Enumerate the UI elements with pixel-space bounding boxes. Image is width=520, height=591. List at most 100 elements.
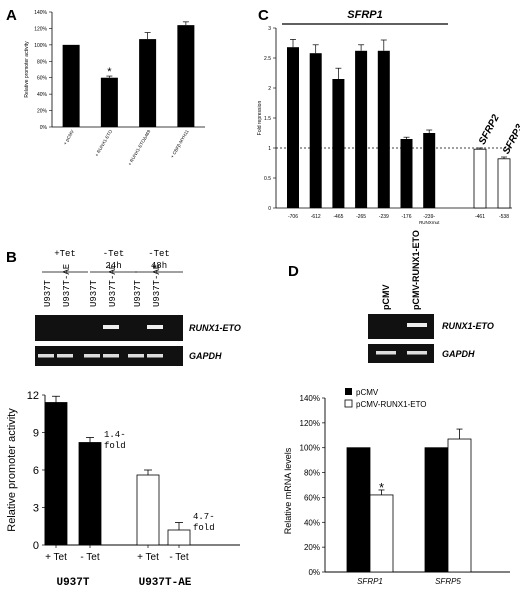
band: [147, 354, 163, 358]
group-label: U937T-AE: [139, 577, 192, 589]
bar-open: [473, 148, 487, 209]
y-tick-label: 20%: [37, 109, 48, 115]
bar: [309, 53, 322, 209]
bar: [139, 39, 157, 127]
bar: [400, 139, 413, 208]
panel-c-chart: 0 0.5 1 1.5 2 2.5 3 Fold repression SFRP1 -706 -61…: [257, 9, 520, 225]
lane-label: U937T: [133, 279, 143, 307]
fold-label: 4.7-: [193, 512, 215, 522]
band: [57, 354, 73, 358]
y-tick-label: 0%: [40, 125, 48, 131]
y-tick-label: 60%: [304, 493, 320, 502]
y-tick-label: 0%: [308, 568, 320, 577]
band: [147, 325, 163, 329]
y-tick-label: 0.5: [264, 176, 271, 182]
bar-open: [497, 158, 511, 209]
panel-a-letter: A: [6, 7, 17, 24]
fold-label: fold: [104, 441, 126, 451]
panel-c-letter: C: [258, 7, 269, 24]
gene-label: SFRP2: [477, 113, 502, 147]
bar: [332, 79, 345, 208]
bar: [177, 25, 195, 128]
x-tick-label: - Tet: [80, 552, 99, 563]
y-tick-label: 2.5: [264, 56, 271, 62]
x-tick-label: -239: [379, 214, 389, 220]
x-tick-label: + Tet: [137, 552, 159, 563]
x-tick-label: + Tet: [45, 552, 67, 563]
y-axis-label: Relative promoter activity: [6, 408, 18, 532]
y-tick-label: 80%: [304, 469, 320, 478]
bar: [369, 494, 394, 573]
gene-label: SFRP3: [501, 122, 520, 156]
gel-band-label: GAPDH: [189, 351, 222, 361]
x-tick-label: SFRP5: [435, 577, 461, 586]
y-tick-label: 40%: [37, 92, 48, 98]
y-tick-label: 3: [33, 503, 39, 515]
band: [407, 351, 427, 355]
bar: [355, 50, 368, 208]
y-axis-label: Relative promoter activity: [24, 41, 30, 98]
bar: [287, 47, 299, 209]
lane-label: pCMV-RUNX1-ETO: [411, 230, 421, 310]
x-tick-label: -239-: [423, 214, 435, 220]
y-tick-label: 9: [33, 428, 39, 440]
y-tick-label: 0: [33, 540, 39, 552]
y-tick-label: 80%: [37, 59, 48, 65]
panel-b-letter: B: [6, 249, 17, 266]
y-axis-label: Fold repression: [257, 101, 263, 136]
panel-a-chart: 0% 20% 40% 60% 80% 100% 120% 140% Relative promo…: [24, 10, 205, 166]
bar: [447, 438, 472, 573]
x-tick-label: -538: [499, 214, 509, 220]
x-tick-label: - Tet: [169, 552, 188, 563]
group-label: U937T: [56, 577, 89, 589]
condition-label: +Tet: [54, 249, 76, 259]
y-tick-label: 120%: [34, 26, 47, 32]
lane-label: pCMV: [381, 285, 391, 311]
x-tick-label: + CBFβ-MYH11: [170, 129, 190, 159]
lane-label: U937T-AE: [62, 264, 72, 307]
group-label: SFRP1: [347, 9, 382, 21]
x-tick-label: -265: [356, 214, 366, 220]
bar: [100, 77, 118, 127]
band: [103, 325, 119, 329]
y-tick-label: 0: [268, 206, 271, 212]
x-tick-label: -706: [288, 214, 298, 220]
condition-label: -Tet: [148, 249, 170, 259]
lane-label: U937T-AE: [108, 264, 118, 307]
bar: [423, 133, 436, 208]
bar: [377, 50, 390, 208]
y-tick-label: 3: [268, 26, 271, 32]
band: [376, 351, 396, 355]
panel-d-chart: 0% 20% 40% 60% 80% 100% 120% 140% Relative mRNA …: [283, 388, 510, 586]
condition-label: -Tet: [103, 249, 125, 259]
x-tick-label: -612: [311, 214, 321, 220]
x-tick-label: -176: [401, 214, 411, 220]
panel-d-gel: pCMV pCMV-RUNX1-ETO RUNX1-ETO GAPDH: [368, 230, 494, 363]
y-tick-label: 20%: [304, 543, 320, 552]
time-label: 24h: [105, 261, 121, 271]
x-tick-label: SFRP1: [357, 577, 383, 586]
fold-label: fold: [193, 523, 215, 533]
x-sublabel: RUNXmut: [419, 220, 440, 225]
bar: [44, 402, 68, 546]
x-tick-label: + RUNX1-ETOΔ469: [127, 129, 152, 167]
y-tick-label: 60%: [37, 76, 48, 82]
y-axis-label: Relative mRNA levels: [283, 447, 293, 534]
band: [84, 354, 100, 358]
gel-band-label: GAPDH: [442, 349, 475, 359]
legend-label: pCMV: [356, 388, 379, 397]
x-tick-label: + pCMV: [62, 129, 75, 146]
x-tick-label: -465: [333, 214, 343, 220]
significance-star: *: [379, 480, 384, 495]
fold-label: 1.4-: [104, 430, 126, 440]
x-tick-label: -461: [475, 214, 485, 220]
y-tick-label: 140%: [300, 394, 320, 403]
significance-star: *: [107, 66, 112, 78]
bar: [167, 529, 191, 546]
panel-b-gel: +Tet -Tet 24h -Tet 48h U937T U937T-AE U937T U937…: [35, 249, 241, 366]
lane-label: U937T: [43, 279, 53, 307]
panel-d-letter: D: [288, 263, 299, 280]
y-tick-label: 1.5: [264, 116, 271, 122]
y-tick-label: 100%: [34, 43, 47, 49]
